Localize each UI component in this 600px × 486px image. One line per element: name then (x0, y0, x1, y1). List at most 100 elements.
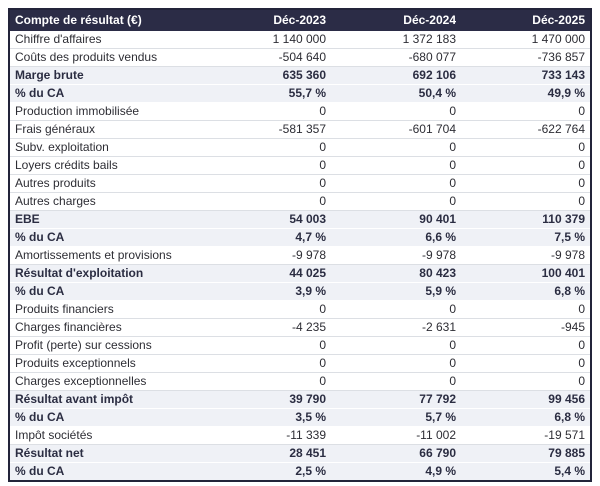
cell-value: 0 (461, 138, 591, 157)
table-row: Impôt sociétés -11 339 -11 002 -19 571 (9, 426, 591, 445)
table-row: % du CA 4,7 % 6,6 % 7,5 % (9, 228, 591, 247)
cell-value: 0 (331, 174, 461, 193)
cell-value: 0 (201, 336, 332, 355)
table-row: Amortissements et provisions -9 978 -9 978… (9, 246, 591, 265)
cell-value: 0 (331, 102, 461, 121)
header-row: Compte de résultat (€) Déc-2023 Déc-2024… (9, 9, 591, 31)
cell-value: 4,7 % (201, 228, 332, 247)
table-row: Profit (perte) sur cessions 0 0 0 (9, 336, 591, 355)
cell-value: 77 792 (331, 390, 461, 409)
table-row: Coûts des produits vendus -504 640 -680 07… (9, 48, 591, 67)
table-row: Résultat avant impôt 39 790 77 792 99 456 (9, 390, 591, 409)
cell-value: 0 (461, 102, 591, 121)
cell-value: 0 (461, 192, 591, 211)
cell-value: 0 (331, 300, 461, 319)
cell-value: 0 (461, 372, 591, 391)
row-label: Chiffre d'affaires (9, 31, 202, 49)
cell-value: 66 790 (331, 444, 461, 463)
cell-value: 6,8 % (461, 408, 591, 427)
cell-value: 1 140 000 (201, 31, 332, 49)
row-label: Amortissements et provisions (9, 246, 202, 265)
table-body: Chiffre d'affaires 1 140 000 1 372 183 1 47… (9, 31, 591, 481)
cell-value: 110 379 (461, 210, 591, 229)
cell-value: 5,9 % (331, 282, 461, 301)
cell-value: 0 (331, 156, 461, 175)
table-row: Chiffre d'affaires 1 140 000 1 372 183 1 47… (9, 31, 591, 49)
table-row: % du CA 2,5 % 4,9 % 5,4 % (9, 462, 591, 481)
header-title: Compte de résultat (€) (9, 9, 202, 31)
cell-value: 0 (461, 156, 591, 175)
cell-value: -9 978 (201, 246, 332, 265)
cell-value: 44 025 (201, 264, 332, 283)
cell-value: 50,4 % (331, 84, 461, 103)
table-row: % du CA 3,9 % 5,9 % 6,8 % (9, 282, 591, 301)
table-row: Marge brute 635 360 692 106 733 143 (9, 66, 591, 85)
cell-value: 79 885 (461, 444, 591, 463)
table-row: Frais généraux -581 357 -601 704 -622 764 (9, 120, 591, 139)
cell-value: 0 (201, 156, 332, 175)
cell-value: 3,9 % (201, 282, 332, 301)
cell-value: 0 (201, 354, 332, 373)
cell-value: 3,5 % (201, 408, 332, 427)
row-label: EBE (9, 210, 202, 229)
row-label: % du CA (9, 408, 202, 427)
table-row: Production immobilisée 0 0 0 (9, 102, 591, 121)
row-label: Marge brute (9, 66, 202, 85)
cell-value: 0 (201, 102, 332, 121)
cell-value: 99 456 (461, 390, 591, 409)
cell-value: -736 857 (461, 48, 591, 67)
cell-value: 0 (201, 300, 332, 319)
cell-value: -581 357 (201, 120, 332, 139)
table-row: EBE 54 003 90 401 110 379 (9, 210, 591, 229)
cell-value: 1 372 183 (331, 31, 461, 49)
cell-value: -9 978 (461, 246, 591, 265)
cell-value: 49,9 % (461, 84, 591, 103)
table-row: Produits exceptionnels 0 0 0 (9, 354, 591, 373)
header-col-dec-2024: Déc-2024 (331, 9, 461, 31)
cell-value: 5,7 % (331, 408, 461, 427)
cell-value: 4,9 % (331, 462, 461, 481)
row-label: Résultat net (9, 444, 202, 463)
row-label: Impôt sociétés (9, 426, 202, 445)
row-label: Résultat d'exploitation (9, 264, 202, 283)
table-row: Subv. exploitation 0 0 0 (9, 138, 591, 157)
header-col-dec-2025: Déc-2025 (461, 9, 591, 31)
table-row: Loyers crédits bails 0 0 0 (9, 156, 591, 175)
cell-value: 80 423 (331, 264, 461, 283)
income-statement-table: Compte de résultat (€) Déc-2023 Déc-2024… (8, 8, 592, 482)
row-label: Loyers crédits bails (9, 156, 202, 175)
cell-value: -4 235 (201, 318, 332, 337)
row-label: Coûts des produits vendus (9, 48, 202, 67)
cell-value: 733 143 (461, 66, 591, 85)
cell-value: 6,6 % (331, 228, 461, 247)
row-label: % du CA (9, 282, 202, 301)
row-label: % du CA (9, 228, 202, 247)
cell-value: -622 764 (461, 120, 591, 139)
cell-value: 0 (461, 336, 591, 355)
row-label: Profit (perte) sur cessions (9, 336, 202, 355)
cell-value: -2 631 (331, 318, 461, 337)
row-label: Autres produits (9, 174, 202, 193)
table-row: % du CA 55,7 % 50,4 % 49,9 % (9, 84, 591, 103)
cell-value: -11 002 (331, 426, 461, 445)
table-row: Charges financières -4 235 -2 631 -945 (9, 318, 591, 337)
table-row: Autres charges 0 0 0 (9, 192, 591, 211)
row-label: % du CA (9, 462, 202, 481)
cell-value: 39 790 (201, 390, 332, 409)
row-label: Frais généraux (9, 120, 202, 139)
cell-value: 2,5 % (201, 462, 332, 481)
row-label: Subv. exploitation (9, 138, 202, 157)
cell-value: 0 (331, 336, 461, 355)
table-row: Résultat d'exploitation 44 025 80 423 100 4… (9, 264, 591, 283)
cell-value: 0 (201, 138, 332, 157)
cell-value: 0 (461, 354, 591, 373)
cell-value: 1 470 000 (461, 31, 591, 49)
cell-value: 0 (331, 192, 461, 211)
cell-value: 635 360 (201, 66, 332, 85)
cell-value: 54 003 (201, 210, 332, 229)
cell-value: -11 339 (201, 426, 332, 445)
row-label: % du CA (9, 84, 202, 103)
table-row: Résultat net 28 451 66 790 79 885 (9, 444, 591, 463)
cell-value: 0 (331, 354, 461, 373)
